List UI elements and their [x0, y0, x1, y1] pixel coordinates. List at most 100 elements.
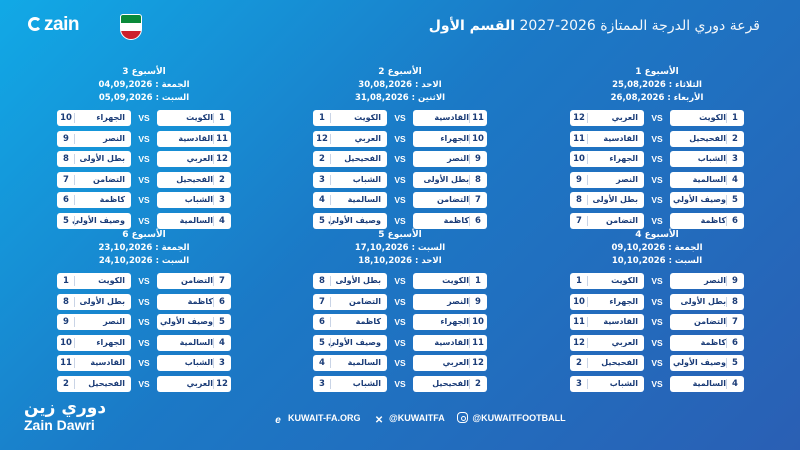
vs-label: VS [138, 154, 150, 164]
vs-label: VS [138, 358, 150, 368]
home-team-pill: 4 السالمية [670, 171, 744, 188]
title-season: قرعة دوري الدرجة الممتازة 2026-2027 [519, 18, 761, 34]
match-row: 6 كاظمة VS 5 وصيف الأولي [313, 212, 487, 231]
home-team-number: 11 [472, 113, 484, 123]
away-team-pill: 5 وصيف الأولي [57, 212, 131, 229]
x-link[interactable]: ✕ @KUWAITFA [373, 413, 445, 427]
home-team-name: السالمية [692, 174, 726, 184]
home-team-pill: 7 التضامن [670, 314, 744, 330]
away-team-name: التضامن [348, 296, 381, 306]
home-team-pill: 2 الفحيحيل [157, 171, 231, 188]
away-team-number: 3 [319, 378, 325, 389]
home-team-pill: 7 التضامن [157, 273, 231, 289]
home-team-name: الشباب [184, 358, 213, 367]
home-team-number: 11 [472, 337, 484, 348]
vs-label: VS [394, 378, 406, 389]
home-team-pill: 12 العربي [157, 151, 231, 167]
vs-label: VS [394, 215, 406, 226]
home-team-name: القادسية [178, 133, 213, 143]
away-team-number: 9 [576, 174, 582, 185]
vs-label: VS [138, 133, 150, 144]
match-row: 9 النصر VS 2 الفحيحيل [313, 151, 487, 169]
home-team-number: 8 [475, 174, 481, 185]
match-row: 3 الشباب VS 10 الجهراء [570, 151, 744, 169]
match-row: 5 وصيف الأولي VS 2 الفحيحيل [570, 355, 744, 373]
website-text: KUWAIT-FA.ORG [288, 413, 361, 423]
away-team-pill: 7 التضامن [57, 171, 131, 188]
away-team-pill: 12 العربي [570, 334, 644, 351]
match-row: 4 السالمية VS 5 وصيف الأولي [57, 212, 231, 231]
away-team-name: التضامن [92, 174, 125, 184]
home-team-number: 6 [732, 337, 738, 348]
home-team-name: التضامن [693, 317, 726, 326]
home-team-name: العربي [186, 154, 213, 163]
away-team-number: 12 [316, 133, 328, 144]
vs-label: VS [394, 337, 406, 348]
away-team-name: العربي [354, 133, 381, 143]
week-2-block: الأسبوع 2 الاحد : 30,08,2026 الاثنين : 31,… [313, 66, 487, 233]
match-row: 12 العربي VS 8 بطل الأولى [57, 151, 231, 169]
home-team-number: 3 [732, 154, 738, 164]
home-team-name: الكويت [186, 113, 213, 122]
away-team-pill: 1 الكويت [570, 273, 644, 289]
home-team-name: النصر [447, 154, 469, 163]
match-row: 3 الشباب VS 11 القادسية [57, 355, 231, 373]
home-team-pill: 1 الكويت [413, 273, 487, 289]
x-handle-text: @KUWAITFA [389, 413, 445, 423]
match-row: 12 العربي VS 2 الفحيحيل [57, 375, 231, 394]
week-6-block: الأسبوع 6 الجمعة : 23,10,2026 السبت : 24,1… [57, 229, 231, 396]
away-team-pill: 7 التضامن [570, 212, 644, 229]
match-row: 7 التضامن VS 1 الكويت [57, 273, 231, 291]
week-date: السبت : 10,10,2026 [611, 256, 703, 266]
home-team-name: الكويت [442, 276, 469, 285]
home-team-number: 2 [219, 174, 225, 185]
away-team-name: كاظمة [99, 195, 125, 204]
home-team-pill: 3 الشباب [157, 192, 231, 208]
home-team-pill: 10 الجهراء [413, 130, 487, 147]
home-team-name: النصر [704, 276, 726, 285]
home-team-number: 4 [219, 337, 225, 348]
away-team-name: كاظمة [355, 317, 381, 326]
home-team-pill: 4 السالمية [157, 212, 231, 229]
away-team-name: التضامن [605, 215, 638, 225]
week-title: الأسبوع 5 [378, 230, 422, 240]
home-team-number: 8 [732, 296, 738, 307]
away-team-pill: 8 بطل الأولى [313, 273, 387, 289]
away-team-name: النصر [103, 133, 125, 143]
away-team-number: 10 [60, 337, 72, 348]
home-team-pill: 9 النصر [670, 273, 744, 289]
away-team-pill: 11 القادسية [570, 314, 644, 330]
home-team-pill: 6 كاظمة [413, 212, 487, 229]
away-team-pill: 10 الجهراء [57, 334, 131, 351]
home-team-pill: 12 العربي [157, 375, 231, 392]
home-team-name: التضامن [180, 276, 213, 285]
vs-label: VS [138, 378, 150, 389]
home-team-name: بطل الأولى [680, 296, 727, 306]
home-team-pill: 6 كاظمة [157, 293, 231, 310]
header: zain قرعة دوري الدرجة الممتازة 2026-2027… [0, 8, 800, 48]
away-team-number: 8 [576, 195, 582, 205]
home-team-name: الجهراء [440, 133, 469, 143]
home-team-pill: 3 الشباب [157, 355, 231, 371]
home-team-name: كاظمة [443, 215, 469, 225]
match-row: 4 السالمية VS 3 الشباب [570, 375, 744, 394]
away-team-pill: 5 وصيف الأولي [313, 334, 387, 351]
home-team-name: الكويت [699, 113, 726, 122]
home-team-number: 4 [219, 215, 225, 226]
vs-label: VS [138, 276, 150, 286]
match-row: 2 الفحيحيل VS 11 القادسية [570, 130, 744, 149]
home-team-pill: 5 وصيف الأولي [670, 355, 744, 371]
home-team-number: 4 [732, 378, 738, 389]
instagram-link[interactable]: @KUWAITFOOTBALL [457, 412, 566, 423]
home-team-number: 7 [732, 317, 738, 327]
home-team-number: 9 [732, 276, 738, 286]
website-link[interactable]: e KUWAIT-FA.ORG [272, 413, 361, 427]
away-team-number: 6 [63, 195, 69, 205]
away-team-number: 4 [319, 358, 325, 368]
away-team-name: السالمية [347, 358, 381, 367]
home-team-pill: 1 الكويت [670, 110, 744, 126]
match-list: 1 الكويت VS 12 العربي 2 الفحيحيل VS 11 القادسية 3 ا… [570, 110, 744, 230]
home-team-number: 3 [219, 358, 225, 368]
home-team-number: 2 [475, 378, 481, 389]
away-team-pill: 6 كاظمة [313, 314, 387, 330]
